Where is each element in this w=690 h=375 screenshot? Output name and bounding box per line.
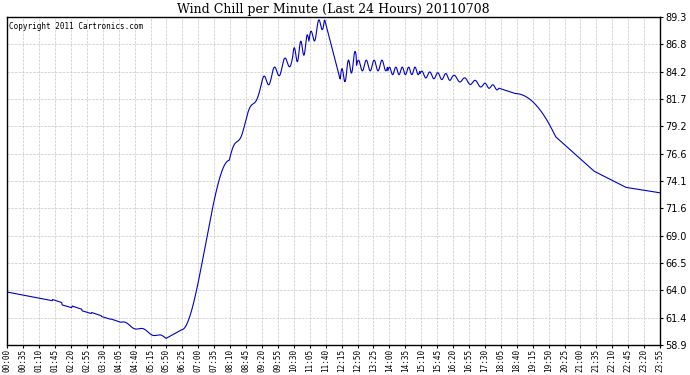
Title: Wind Chill per Minute (Last 24 Hours) 20110708: Wind Chill per Minute (Last 24 Hours) 20… xyxy=(177,3,490,16)
Text: Copyright 2011 Cartronics.com: Copyright 2011 Cartronics.com xyxy=(8,22,143,31)
